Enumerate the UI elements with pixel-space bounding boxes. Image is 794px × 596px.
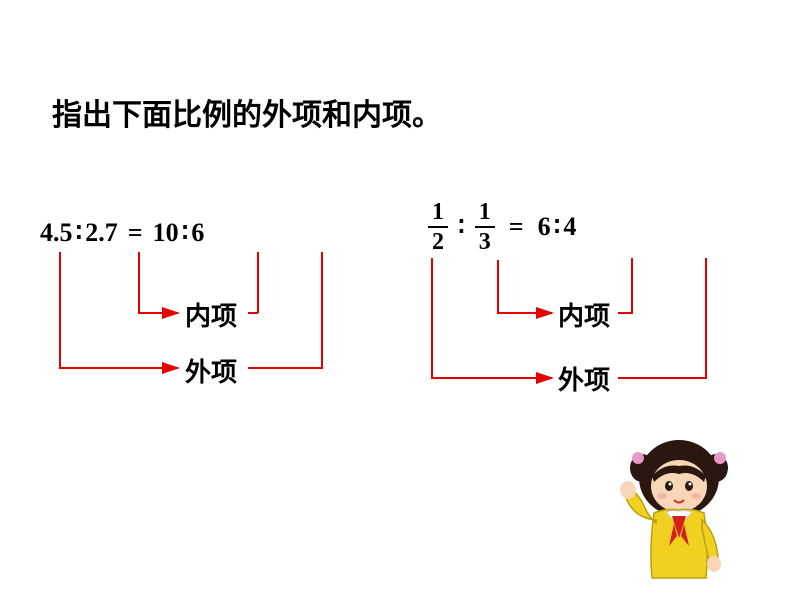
equals: = (128, 218, 143, 248)
equation-2: 1 2 ∶ 1 3 = 6 ∶ 4 (428, 200, 576, 254)
inner-label-1: 内项 (185, 296, 237, 333)
eq1-outer-a: 4.5 (40, 218, 73, 248)
numerator: 1 (475, 200, 495, 226)
eq1-outer-d: 6 (191, 218, 204, 248)
eq2-inner-b: 1 3 (475, 200, 495, 254)
eq1-inner-b: 2.7 (85, 218, 118, 248)
denominator: 3 (475, 226, 495, 254)
inner-label-2: 内项 (558, 296, 610, 333)
equals: = (509, 212, 524, 242)
eq2-outer-a: 1 2 (428, 200, 448, 254)
equation-1: 4.5 ∶ 2.7 = 10 ∶ 6 (40, 218, 204, 248)
colon: ∶ (182, 218, 189, 248)
colon: ∶ (458, 212, 465, 242)
girl-illustration (604, 428, 754, 588)
eq1-inner-c: 10 (153, 218, 179, 248)
outer-label-1: 外项 (185, 352, 237, 389)
outer-label-2: 外项 (558, 360, 610, 397)
eq2-inner-c: 6 (538, 212, 551, 242)
denominator: 2 (428, 226, 448, 254)
colon: ∶ (76, 218, 83, 248)
instruction-title: 指出下面比例的外项和内项。 (52, 90, 442, 134)
colon: ∶ (554, 212, 561, 242)
numerator: 1 (428, 200, 448, 226)
eq2-outer-d: 4 (563, 212, 576, 242)
